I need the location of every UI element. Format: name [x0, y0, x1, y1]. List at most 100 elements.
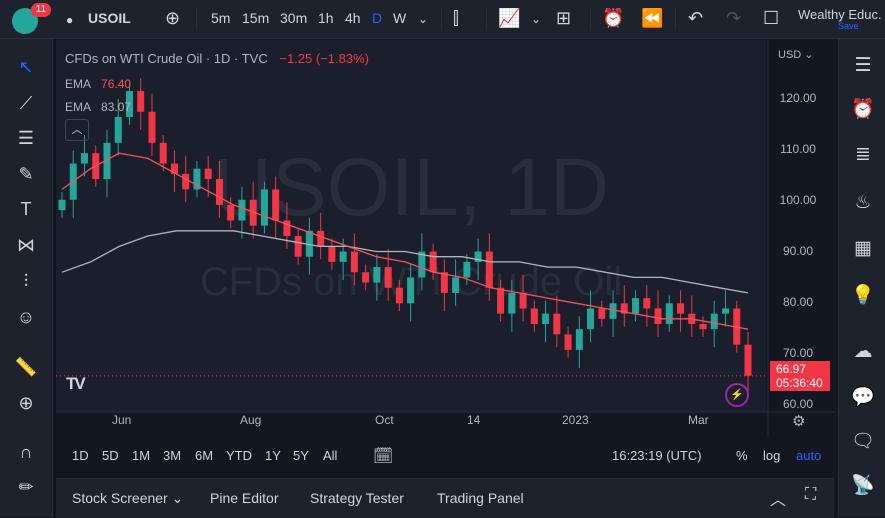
range-ytd-button[interactable]: YTD — [226, 448, 252, 463]
range-6m-button[interactable]: 6M — [195, 448, 214, 463]
tab-pine-editor[interactable]: Pine Editor — [210, 490, 279, 506]
cursor-icon[interactable]: ↖ — [18, 57, 34, 77]
undo-icon[interactable]: ↶ — [688, 8, 704, 28]
interval-15m-button[interactable]: 15m — [242, 10, 270, 26]
ruler-icon[interactable]: 📏 — [14, 357, 38, 377]
calendar-icon[interactable]: ▦ — [854, 238, 872, 259]
candle-body — [80, 153, 88, 164]
percent-scale-toggle[interactable]: % — [736, 448, 748, 463]
trend-line-icon[interactable]: ⟋ — [19, 93, 33, 113]
price-tick-label: 120.00 — [779, 91, 817, 105]
price-tick-label: 90.00 — [782, 244, 814, 258]
save-link[interactable]: Save — [838, 21, 859, 31]
emoji-icon[interactable]: ☺ — [16, 307, 36, 327]
notification-badge: 11 — [31, 3, 51, 17]
maximize-panel-icon[interactable]: ⛶ — [805, 486, 817, 503]
data-window-icon[interactable]: ≣ — [855, 144, 871, 165]
brush-icon[interactable]: ✎ — [18, 164, 34, 184]
messages-icon[interactable]: 💬 — [851, 387, 875, 408]
ema-legend-row-2[interactable]: EMA 83.07 — [65, 100, 131, 114]
tab-strategy-tester[interactable]: Strategy Tester — [310, 490, 404, 506]
range-1m-button[interactable]: 1M — [132, 448, 151, 463]
price-tick-label: 80.00 — [782, 295, 814, 309]
interval-30m-button[interactable]: 30m — [280, 10, 308, 26]
tab-stock-screener[interactable]: Stock Screener ⌄ — [72, 490, 184, 506]
candle-body — [260, 189, 268, 226]
watchlist-icon[interactable]: ☰ — [854, 55, 872, 76]
broadcast-icon[interactable]: 📡 — [851, 475, 875, 496]
candle-body — [530, 308, 538, 324]
top-toolbar — [0, 0, 885, 39]
interval-1h-button[interactable]: 1h — [318, 10, 334, 26]
hotlists-flame-icon[interactable]: ♨ — [854, 192, 872, 213]
ema-fast-value: 76.40 — [101, 77, 132, 91]
goto-date-calendar-icon[interactable]: 🗓 — [373, 448, 394, 465]
interval-5m-button[interactable]: 5m — [211, 10, 231, 26]
indicators-icon[interactable]: 📈 — [498, 8, 521, 28]
candle-body — [170, 163, 178, 174]
candle-body — [328, 246, 336, 262]
candle-body — [620, 303, 628, 314]
indicators-dropdown-icon[interactable]: ⌄ — [531, 12, 542, 26]
candle-body — [362, 272, 370, 283]
candle-body — [283, 220, 291, 236]
range-5y-button[interactable]: 5Y — [293, 448, 309, 463]
collapse-panel-icon[interactable]: ︿ — [770, 492, 787, 509]
fullscreen-square-icon[interactable]: ☐ — [763, 8, 780, 28]
pattern-icon[interactable]: ⋈ — [17, 235, 35, 255]
layout-name[interactable]: Wealthy Educ. — [798, 7, 882, 22]
candle-body — [575, 329, 583, 350]
magnet-icon[interactable]: ∩ — [19, 442, 33, 462]
zoom-in-icon[interactable]: ⊕ — [18, 393, 34, 413]
chat-icon[interactable]: ☁ — [853, 341, 873, 362]
alerts-clock-icon[interactable]: ⏰ — [851, 99, 875, 120]
range-3m-button[interactable]: 3M — [163, 448, 182, 463]
ema-legend-row-1[interactable]: EMA 76.40 — [65, 77, 131, 91]
chart-settings-gear-icon[interactable]: ⚙ — [792, 413, 806, 430]
text-icon[interactable]: T — [20, 199, 32, 219]
candle-body — [317, 230, 325, 247]
prediction-icon[interactable]: ⫶ — [23, 271, 29, 291]
log-scale-toggle[interactable]: log — [763, 448, 781, 463]
auto-scale-toggle[interactable]: auto — [796, 448, 822, 463]
alert-clock-icon[interactable]: ⏰ — [602, 8, 625, 28]
tab-trading-panel[interactable]: Trading Panel — [437, 490, 524, 506]
time-tick-label: 14 — [467, 413, 481, 427]
candle-body — [373, 267, 381, 283]
redo-icon[interactable]: ↷ — [726, 8, 742, 28]
candle-body — [519, 292, 527, 309]
price-tick-label: 60.00 — [782, 397, 814, 411]
candle-body — [508, 292, 516, 314]
candle-body — [665, 303, 673, 324]
notes-icon[interactable]: 🗨 — [850, 431, 876, 452]
range-1d-button[interactable]: 1D — [72, 448, 89, 463]
ideas-bulb-icon[interactable]: 💡 — [851, 285, 875, 306]
interval-4h-button[interactable]: 4h — [345, 10, 361, 26]
candle-body — [609, 303, 617, 319]
range-all-button[interactable]: All — [323, 448, 338, 463]
candle-body — [418, 251, 426, 278]
layout-grid-icon[interactable]: ⊞ — [556, 8, 572, 28]
interval-dropdown-icon[interactable]: ⌄ — [418, 12, 429, 26]
fib-lines-icon[interactable]: ☰ — [17, 128, 35, 148]
candle-body — [564, 334, 572, 350]
range-5d-button[interactable]: 5D — [102, 448, 119, 463]
collapse-legend-button[interactable]: ︿ — [65, 119, 89, 141]
interval-w-button[interactable]: W — [393, 10, 407, 26]
symbol-name[interactable]: USOIL — [88, 10, 131, 26]
lightning-event-icon[interactable]: ⚡ — [725, 383, 749, 407]
range-1y-button[interactable]: 1Y — [265, 448, 281, 463]
price-tick-label: 70.00 — [782, 346, 814, 360]
lock-drawing-icon[interactable]: ✏ — [18, 477, 34, 497]
timezone-clock[interactable]: 16:23:19 (UTC) — [612, 448, 702, 463]
candle-body — [58, 199, 66, 211]
date-range-bar — [56, 440, 834, 470]
candles-chart-type-icon[interactable]: ⫿ — [453, 8, 459, 28]
compare-add-icon[interactable]: ⊕ — [165, 8, 181, 28]
interval-d-button[interactable]: D — [372, 10, 383, 26]
replay-icon[interactable]: ⏪ — [641, 8, 664, 28]
symbol-search-icon[interactable]: ● — [66, 13, 74, 27]
bottom-panel-bar — [56, 478, 834, 518]
currency-label[interactable]: USD ⌄ — [778, 49, 814, 61]
